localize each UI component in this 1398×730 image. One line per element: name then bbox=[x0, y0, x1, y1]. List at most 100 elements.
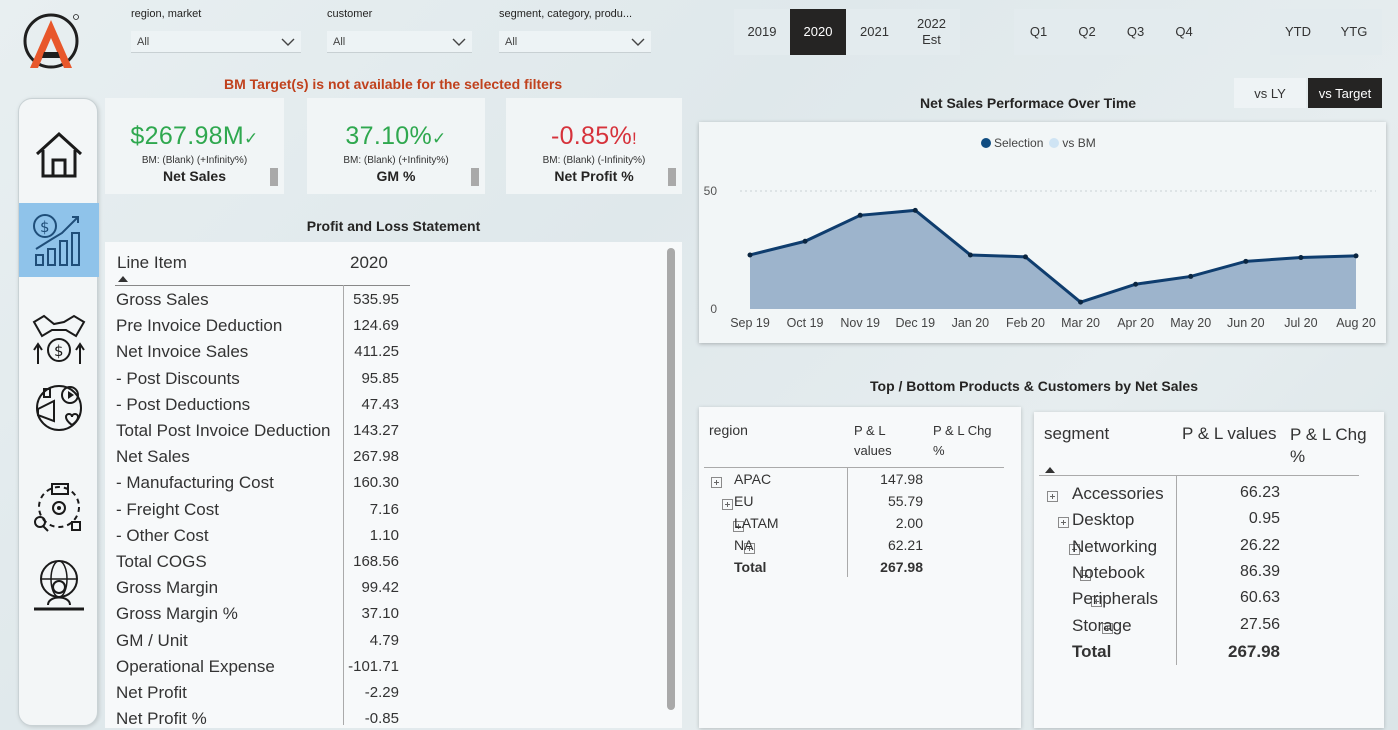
region-row-name[interactable]: EU bbox=[734, 493, 754, 509]
year-button-2019[interactable]: 2019 bbox=[747, 23, 777, 39]
pl-row[interactable]: Gross Sales 535.95 bbox=[105, 287, 405, 313]
expand-icon[interactable] bbox=[1091, 596, 1102, 608]
expand-icon[interactable] bbox=[744, 543, 755, 554]
net-sales-area-chart[interactable]: 0 50 Sep 19 Oct 19 Nov 19 Dec 19 Jan 20 Feb 20 M… bbox=[699, 122, 1386, 343]
segment-change-header[interactable]: P & L Chg % bbox=[1290, 425, 1367, 467]
pl-row[interactable]: Operational Expense -101.71 bbox=[105, 654, 405, 680]
expand-icon[interactable] bbox=[1069, 543, 1080, 555]
nav-executive-view[interactable] bbox=[19, 549, 99, 623]
region-rows: APAC 147.98 EU 55.79 LATAM 2.00 NA 62.21 Total 26… bbox=[699, 407, 1021, 575]
segment-values-header[interactable]: P & L values bbox=[1182, 424, 1277, 443]
quarter-button-q1[interactable]: Q1 bbox=[1029, 23, 1048, 39]
segment-header[interactable]: segment bbox=[1044, 424, 1110, 443]
pl-row[interactable]: Net Sales 267.98 bbox=[105, 444, 405, 470]
vs-ly-button[interactable]: vs LY bbox=[1234, 78, 1306, 108]
year-button-2021[interactable]: 2021 bbox=[860, 23, 889, 39]
expand-icon[interactable] bbox=[1102, 622, 1113, 634]
segment-row-name[interactable]: Notebook bbox=[1072, 562, 1145, 582]
pl-row[interactable]: - Post Deductions 47.43 bbox=[105, 392, 405, 418]
pl-row[interactable]: - Manufacturing Cost 160.30 bbox=[105, 470, 405, 496]
nav-marketing-view[interactable] bbox=[19, 371, 99, 445]
segment-row-name[interactable]: Networking bbox=[1072, 536, 1158, 556]
region-values-header[interactable]: P & L values bbox=[854, 423, 892, 458]
pl-row[interactable]: - Post Discounts 95.85 bbox=[105, 366, 405, 392]
pl-row[interactable]: Total COGS 168.56 bbox=[105, 549, 405, 575]
data-point bbox=[1188, 273, 1194, 279]
svg-text:$: $ bbox=[40, 218, 50, 236]
year-button-2022-est[interactable]: 2022 Est bbox=[917, 15, 946, 47]
pl-row[interactable]: Net Profit -2.29 bbox=[105, 680, 405, 706]
ytd-button[interactable]: YTD bbox=[1285, 23, 1311, 39]
quarter-button-q2[interactable]: Q2 bbox=[1078, 23, 1096, 39]
region-table: region P & L values P & L Chg % APAC 147.… bbox=[699, 407, 1021, 728]
pl-row[interactable]: Net Profit % -0.85 bbox=[105, 706, 405, 728]
pl-row[interactable]: Pre Invoice Deduction 124.69 bbox=[105, 313, 405, 339]
kpi-net-sales-label: Net Sales bbox=[162, 168, 227, 184]
nav-home[interactable] bbox=[19, 117, 99, 191]
pl-row-value: 168.56 bbox=[353, 553, 399, 570]
quarter-button-q4[interactable]: Q4 bbox=[1175, 23, 1193, 39]
pl-header-line-item[interactable]: Line Item bbox=[117, 253, 187, 272]
y-tick-label: 0 bbox=[710, 302, 717, 316]
pl-row-label: Net Invoice Sales bbox=[116, 342, 249, 362]
expand-icon[interactable] bbox=[711, 477, 722, 488]
pl-scrollbar[interactable] bbox=[667, 248, 675, 710]
expand-icon[interactable] bbox=[733, 521, 744, 532]
pl-row[interactable]: - Other Cost 1.10 bbox=[105, 523, 405, 549]
year-button-2020[interactable]: 2020 bbox=[790, 9, 846, 55]
segment-row-name[interactable]: Accessories bbox=[1072, 484, 1164, 503]
pl-row-value: 47.43 bbox=[361, 395, 399, 413]
region-row-name[interactable]: APAC bbox=[734, 471, 772, 487]
region-total-label: Total bbox=[734, 559, 767, 575]
sort-ascending-icon bbox=[118, 276, 128, 282]
pl-row[interactable]: Total Post Invoice Deduction 143.27 bbox=[105, 418, 405, 444]
segment-row-value: 86.39 bbox=[1239, 562, 1280, 580]
kpi-scrollbar[interactable] bbox=[270, 168, 278, 186]
quarter-button-q3[interactable]: Q3 bbox=[1126, 23, 1145, 39]
ytg-button[interactable]: YTG bbox=[1340, 23, 1368, 39]
segment-filter-value: All bbox=[505, 35, 518, 48]
segment-row-name[interactable]: Storage bbox=[1072, 615, 1132, 635]
pl-row[interactable]: Gross Margin 99.42 bbox=[105, 575, 405, 601]
pl-row[interactable]: GM / Unit 4.79 bbox=[105, 628, 405, 654]
expand-icon[interactable] bbox=[1080, 569, 1091, 581]
customer-filter-dropdown[interactable]: All bbox=[327, 31, 472, 53]
expand-icon[interactable] bbox=[1047, 491, 1058, 502]
nav-sales-view[interactable]: $ bbox=[19, 302, 99, 376]
nav-supply-chain[interactable] bbox=[19, 470, 99, 544]
nav-finance-view[interactable]: $ bbox=[19, 203, 99, 277]
pl-row[interactable]: Net Invoice Sales 411.25 bbox=[105, 339, 405, 365]
pl-row-label: Gross Margin % bbox=[116, 604, 238, 624]
pl-row[interactable]: Gross Margin % 37.10 bbox=[105, 601, 405, 627]
pl-row[interactable]: - Freight Cost 7.16 bbox=[105, 497, 405, 523]
pl-header-divider bbox=[115, 285, 410, 286]
region-header[interactable]: region bbox=[709, 422, 748, 438]
kpi-np-value: -0.85% bbox=[550, 122, 632, 150]
data-point bbox=[912, 207, 918, 213]
region-total-value: 267.98 bbox=[880, 559, 923, 575]
region-row-value: 55.79 bbox=[887, 493, 923, 509]
kpi-scrollbar[interactable] bbox=[668, 168, 676, 186]
kpi-net-sales-value: $267.98M bbox=[130, 122, 245, 150]
region-row-name[interactable]: LATAM bbox=[734, 515, 779, 531]
segment-row-name[interactable]: Desktop bbox=[1072, 510, 1135, 530]
segment-filter-dropdown[interactable]: All bbox=[499, 31, 651, 53]
vs-target-button[interactable]: vs Target bbox=[1308, 78, 1382, 108]
kpi-scrollbar[interactable] bbox=[471, 168, 479, 186]
expand-icon[interactable] bbox=[1058, 517, 1069, 529]
legend-label-selection: Selection bbox=[994, 136, 1044, 150]
pl-header-year[interactable]: 2020 bbox=[350, 253, 388, 272]
customer-filter-label: customer bbox=[327, 8, 373, 20]
x-tick-label: Aug 20 bbox=[1336, 316, 1376, 330]
region-row-value: 62.21 bbox=[887, 537, 923, 553]
pl-row-label: Net Sales bbox=[116, 447, 190, 467]
data-point bbox=[1022, 254, 1028, 260]
region-row-name[interactable]: NA bbox=[734, 537, 754, 553]
pl-row-value: -101.71 bbox=[348, 657, 399, 675]
expand-icon[interactable] bbox=[722, 499, 733, 510]
pl-row-label: - Freight Cost bbox=[116, 499, 219, 519]
region-filter-dropdown[interactable]: All bbox=[131, 31, 301, 53]
segment-row-name[interactable]: Peripherals bbox=[1072, 589, 1158, 609]
region-row-value: 2.00 bbox=[895, 515, 923, 531]
region-change-header[interactable]: P & L Chg % bbox=[933, 423, 992, 458]
